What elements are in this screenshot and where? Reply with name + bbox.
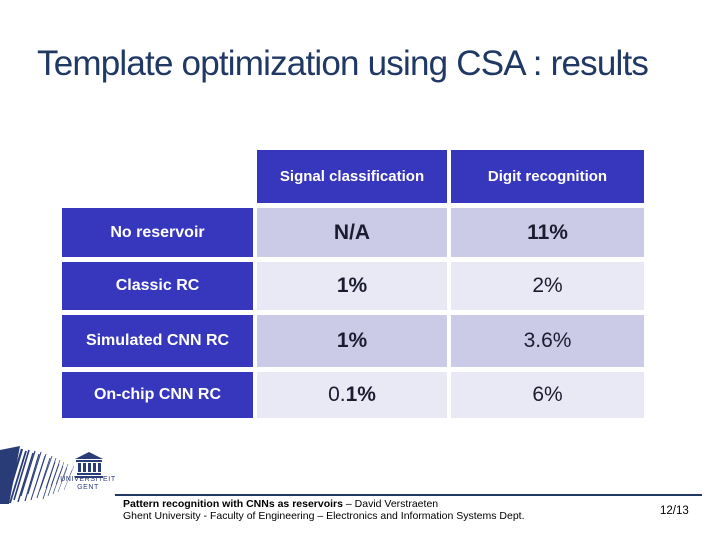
cell-value-bold: 1% [336,329,368,352]
page-number: 12/13 [660,505,689,517]
cell-value-bold: 1% [336,274,368,297]
cell-value-bold: N/A [333,220,371,244]
cell-value: 6% [532,383,563,406]
page-title: Template optimization using CSA : result… [37,44,649,83]
cell-simulated-cnn-rc-digit: 3.6% [451,315,644,367]
table-corner-spacer [62,150,253,203]
cell-on-chip-cnn-rc-digit: 6% [451,372,644,418]
footer-deck-title: Pattern recognition with CNNs as reservo… [123,498,343,510]
cell-classic-rc-signal: 1% [257,262,447,310]
ugent-logo-line2: GENT [77,484,99,491]
ugent-logo-text: UNIVERSITEIT GENT [57,476,119,492]
cell-value-bold: 11% [527,220,568,244]
row-header-simulated-cnn-rc: Simulated CNN RC [62,315,253,367]
cell-value: 0. [328,383,346,406]
cell-no-reservoir-signal: N/A [257,208,447,257]
cell-no-reservoir-digit: 11% [451,208,644,257]
cell-value: 2% [532,274,563,297]
footer-author: – David Verstraeten [342,498,439,510]
cell-classic-rc-digit: 2% [451,262,644,310]
row-header-on-chip-cnn-rc: On-chip CNN RC [62,372,253,418]
cell-on-chip-cnn-rc-signal: 0. 1% [257,372,447,418]
footer-credits: Pattern recognition with CNNs as reservo… [123,498,663,522]
row-header-no-reservoir: No reservoir [62,208,253,257]
row-header-classic-rc: Classic RC [62,262,253,310]
footer-line1: Pattern recognition with CNNs as reservo… [123,498,663,511]
column-header-signal-classification: Signal classification [257,150,447,203]
ugent-logo-line1: UNIVERSITEIT [60,476,116,483]
ugent-temple-icon [75,452,103,478]
results-table: Signal classification Digit recognition … [62,150,644,418]
cell-simulated-cnn-rc-signal: 1% [257,315,447,367]
cell-value-bold: 1% [345,383,376,406]
ugent-brush-mark-icon [0,446,75,504]
footer-affiliation: Ghent University - Faculty of Engineerin… [123,509,525,522]
cell-value: 3.6% [523,329,572,352]
footer-divider [115,494,702,496]
column-header-digit-recognition: Digit recognition [451,150,644,203]
